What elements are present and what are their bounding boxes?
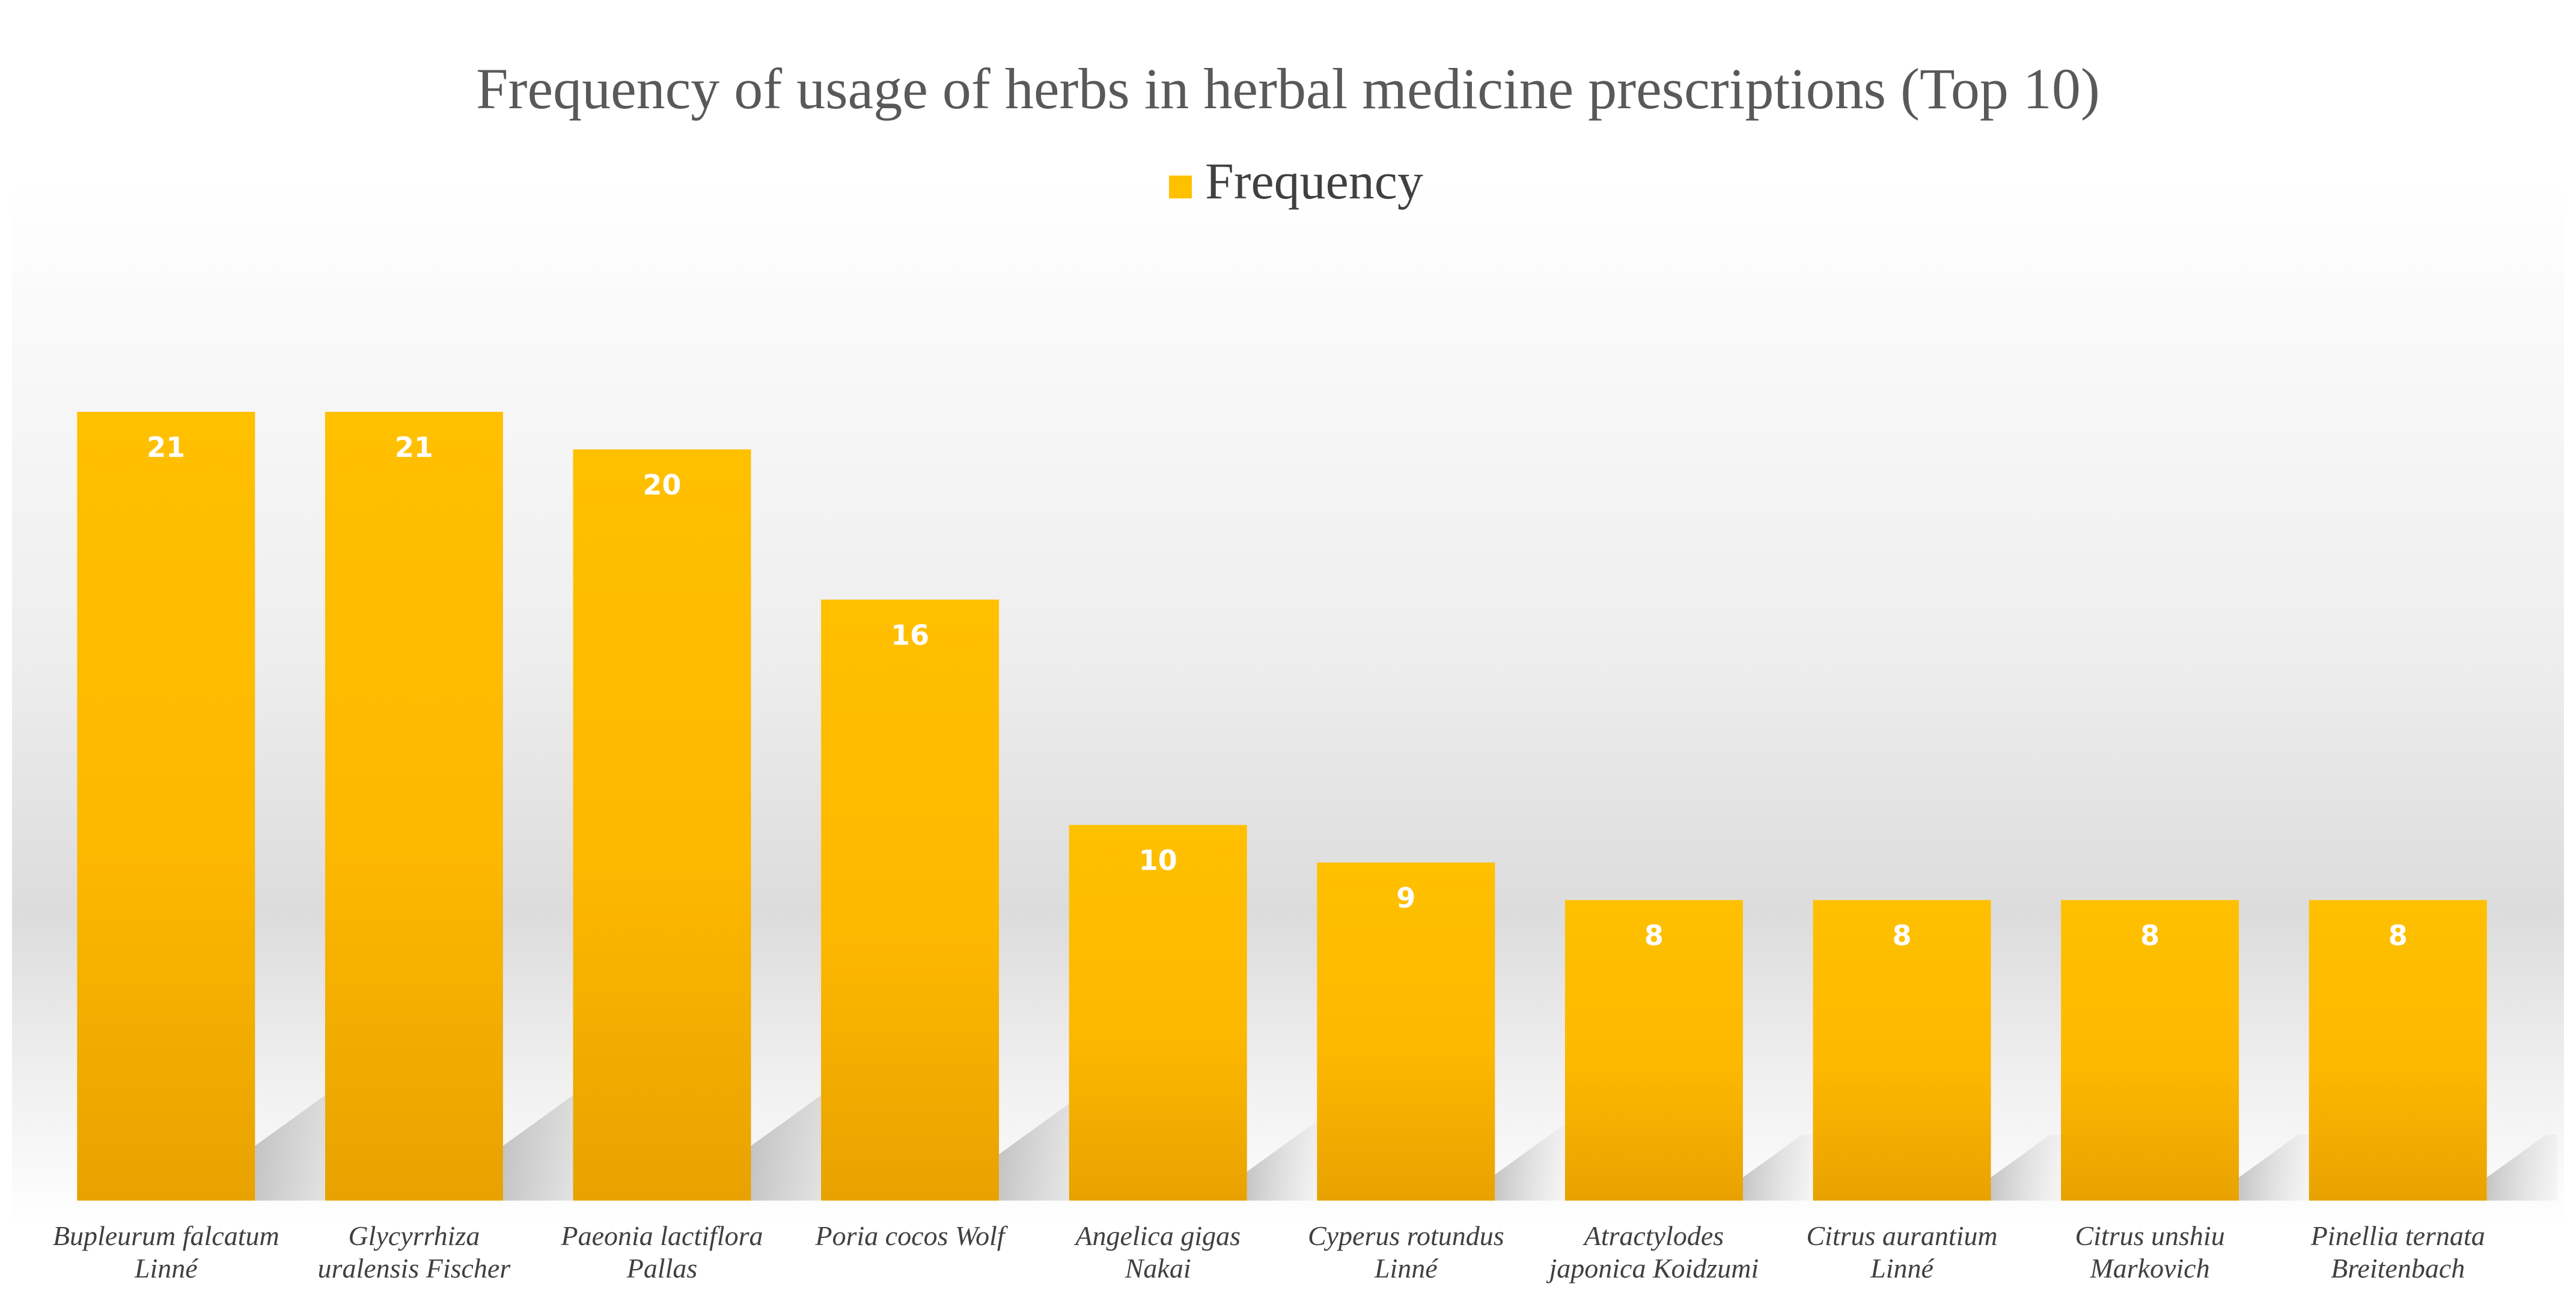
bar-shadow [751, 1044, 892, 1201]
bar-shadow [1247, 1118, 1322, 1201]
x-tick-label-line: Linné [1374, 1253, 1439, 1284]
x-tick-label: Poria cocos Wolf [815, 1220, 1009, 1251]
bar-shadow [999, 1068, 1119, 1201]
x-tick-label-line: Cyperus rotundus [1308, 1220, 1504, 1251]
x-tick-label-line: Markovich [2089, 1253, 2209, 1284]
x-tick-label-line: Pallas [626, 1253, 698, 1284]
x-tick-label: Pinellia ternata Breitenbach [2310, 1220, 2485, 1284]
bar[interactable] [77, 412, 255, 1201]
bar[interactable] [573, 449, 751, 1201]
bar[interactable] [821, 599, 1000, 1201]
data-label: 8 [1892, 919, 1911, 952]
x-tick-label: Citrus unshiu Markovich [2075, 1220, 2224, 1284]
legend: Frequency [1169, 152, 1423, 210]
x-tick-label-line: Linné [134, 1253, 199, 1284]
x-tick-label-line: uralensis Fischer [318, 1253, 511, 1284]
x-tick-label: Cyperus rotundus Linné [1308, 1220, 1504, 1284]
bar[interactable] [1564, 900, 1743, 1201]
x-tick-label-line: Atractylodes [1583, 1220, 1724, 1251]
x-tick-label-line: Nakai [1125, 1253, 1191, 1284]
data-labels: 21 21 20 16 10 9 8 8 8 8 [147, 431, 2407, 952]
data-label: 16 [891, 619, 929, 651]
x-tick-label: Paeonia lactiflora Pallas [560, 1220, 763, 1284]
x-tick-label: Bupleurum falcatum Linné [53, 1220, 279, 1284]
data-label: 8 [2140, 919, 2159, 952]
bar[interactable] [2309, 900, 2487, 1201]
bar-shadow [2486, 1134, 2557, 1201]
legend-swatch [1169, 176, 1192, 198]
data-label: 10 [1139, 844, 1177, 877]
chart-title: Frequency of usage of herbs in herbal me… [476, 57, 2100, 121]
x-tick-label-line: Paeonia lactiflora [560, 1220, 763, 1251]
x-tick-label-line: Linné [1870, 1253, 1935, 1284]
data-label: 8 [1644, 919, 1664, 952]
x-tick-label-line: Pinellia ternata [2310, 1220, 2485, 1251]
bar[interactable] [1317, 862, 1495, 1201]
legend-label: Frequency [1205, 152, 1423, 210]
bar[interactable] [325, 412, 503, 1201]
bar-shadow [1742, 1134, 1813, 1201]
x-tick-label-line: Glycyrrhiza [348, 1220, 480, 1251]
x-tick-label-line: japonica Koidzumi [1546, 1253, 1759, 1284]
x-tick-label: Glycyrrhiza uralensis Fischer [318, 1220, 511, 1284]
data-label: 21 [395, 431, 433, 464]
bar[interactable] [1069, 825, 1247, 1201]
x-tick-label: Angelica gigas Nakai [1073, 1220, 1241, 1284]
bar-shadow [255, 1044, 396, 1201]
x-tick-label-line: Angelica gigas [1073, 1220, 1241, 1251]
bar-shadows [255, 1044, 2557, 1201]
data-label: 8 [2388, 919, 2408, 952]
bar-shadow [502, 1044, 644, 1201]
data-label: 20 [642, 468, 681, 501]
bar-shadow [1991, 1134, 2062, 1201]
bars [77, 412, 2487, 1201]
data-label: 9 [1396, 882, 1415, 914]
x-tick-label: Atractylodes japonica Koidzumi [1546, 1220, 1759, 1284]
x-tick-label: Citrus aurantium Linné [1806, 1220, 1997, 1284]
bar[interactable] [2061, 900, 2239, 1201]
x-tick-label-line: Poria cocos Wolf [815, 1220, 1009, 1251]
x-tick-label-line: Citrus aurantium [1806, 1220, 1997, 1251]
x-tick-label-line: Citrus unshiu [2075, 1220, 2224, 1251]
x-tick-label-line: Bupleurum falcatum [53, 1220, 279, 1251]
data-label: 21 [147, 431, 185, 464]
x-tick-label-line: Breitenbach [2331, 1253, 2465, 1284]
bar-shadow [2239, 1134, 2309, 1201]
bar[interactable] [1813, 900, 1991, 1201]
bar-shadow [1495, 1126, 1565, 1201]
